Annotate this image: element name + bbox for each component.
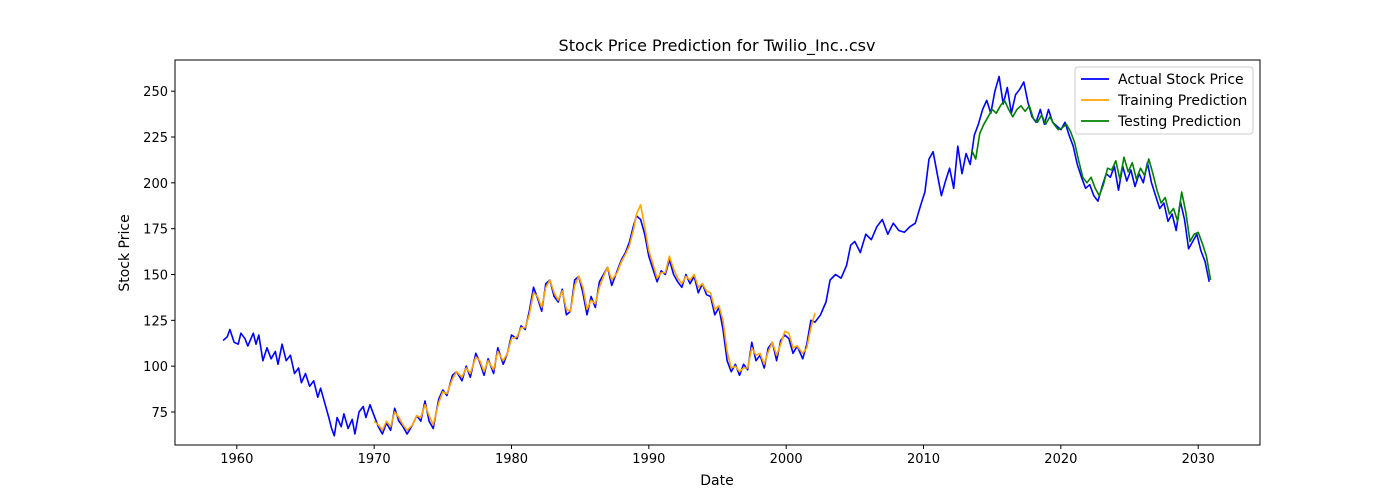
chart-title: Stock Price Prediction for Twilio_Inc..c… — [559, 36, 876, 56]
series-line-1 — [222, 75, 1210, 437]
x-tick-label: 1970 — [358, 452, 391, 467]
x-tick-label: 2000 — [770, 452, 803, 467]
axes-frame — [174, 59, 1261, 446]
legend-label-2: Training Prediction — [1117, 93, 1247, 109]
x-tick-label: 2010 — [907, 452, 940, 467]
legend-box — [1074, 66, 1254, 135]
x-tick-label: 1960 — [220, 452, 253, 467]
y-tick-label: 250 — [143, 85, 168, 100]
x-axis-label: Date — [700, 473, 733, 489]
y-tick-label: 175 — [143, 223, 168, 238]
legend-label-3: Testing Prediction — [1117, 114, 1241, 130]
y-tick-label: 125 — [143, 314, 168, 329]
x-tick-label: 2030 — [1182, 452, 1215, 467]
y-axis-label: Stock Price — [117, 214, 133, 291]
y-tick-label: 75 — [151, 406, 168, 421]
y-tick-label: 100 — [143, 360, 168, 375]
series-line-2 — [373, 204, 816, 432]
legend-label-1: Actual Stock Price — [1118, 72, 1244, 88]
x-tick-label: 1980 — [495, 452, 528, 467]
legend: Actual Stock Price Training Prediction Tes… — [1074, 66, 1254, 135]
x-tick-label: 1990 — [632, 452, 665, 467]
y-tick-label: 200 — [143, 177, 168, 192]
plot-area: 1960 1970 1980 1990 2000 2010 2020 2030 75 100 125… — [143, 59, 1261, 467]
y-tick-label: 225 — [143, 131, 168, 146]
x-tick-label: 2020 — [1044, 452, 1077, 467]
series-line-3 — [970, 99, 1212, 281]
y-tick-label: 150 — [143, 269, 168, 284]
